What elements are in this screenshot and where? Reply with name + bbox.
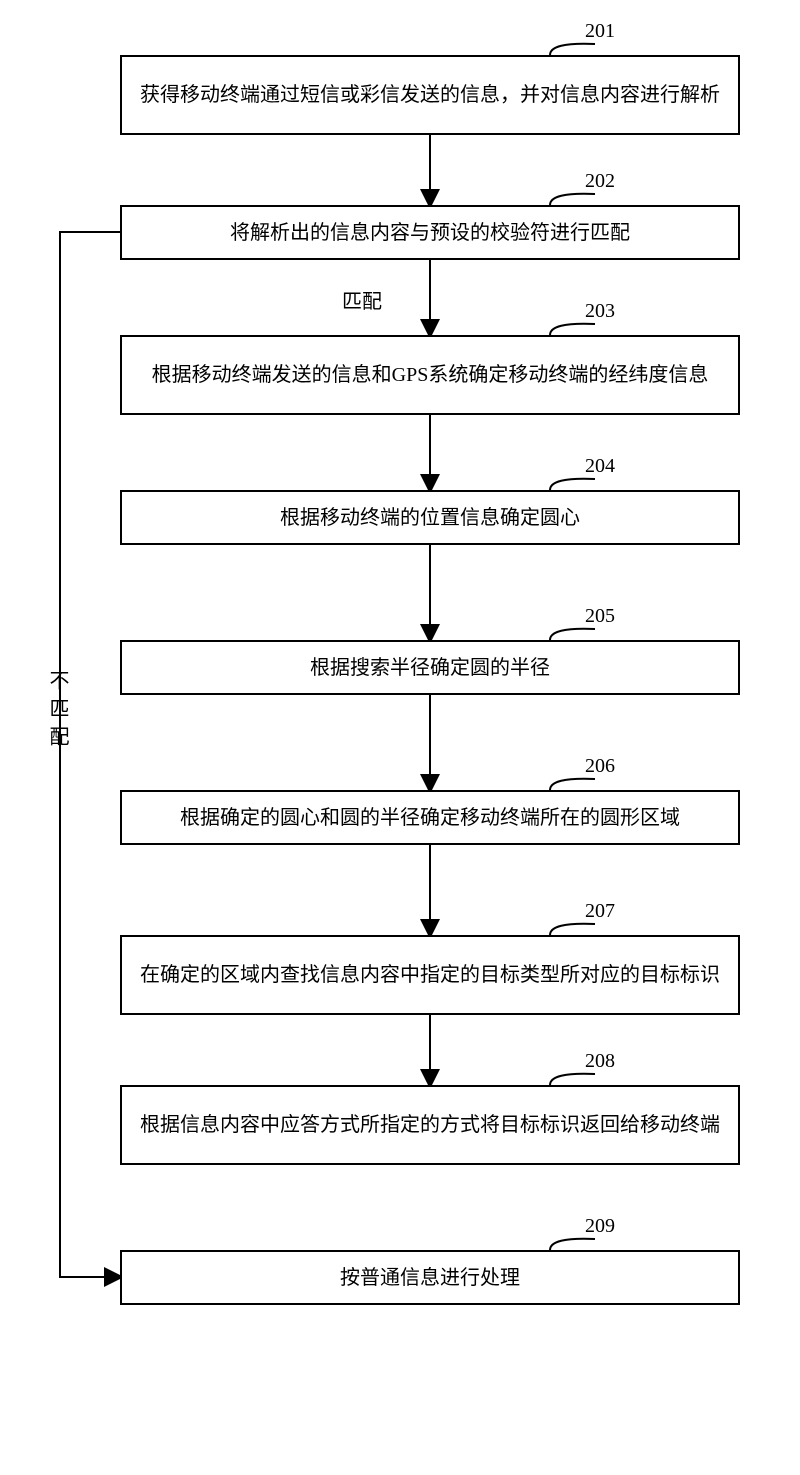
callout-label-203: 203	[585, 300, 615, 323]
flow-node-n205: 根据搜索半径确定圆的半径	[120, 640, 740, 695]
flow-node-n206: 根据确定的圆心和圆的半径确定移动终端所在的圆形区域	[120, 790, 740, 845]
callout-label-209: 209	[585, 1215, 615, 1238]
callout-label-205: 205	[585, 605, 615, 628]
callout-label-204: 204	[585, 455, 615, 478]
flow-node-n208: 根据信息内容中应答方式所指定的方式将目标标识返回给移动终端	[120, 1085, 740, 1165]
callout-label-207: 207	[585, 900, 615, 923]
callout-label-202: 202	[585, 170, 615, 193]
flow-node-n207: 在确定的区域内查找信息内容中指定的目标类型所对应的目标标识	[120, 935, 740, 1015]
flow-node-n203: 根据移动终端发送的信息和GPS系统确定移动终端的经纬度信息	[120, 335, 740, 415]
callout-label-201: 201	[585, 20, 615, 43]
edge-label-nomatch: 不匹配	[43, 670, 72, 754]
flowchart-container: 获得移动终端通过短信或彩信发送的信息，并对信息内容进行解析将解析出的信息内容与预…	[0, 0, 800, 1475]
flow-node-n201: 获得移动终端通过短信或彩信发送的信息，并对信息内容进行解析	[120, 55, 740, 135]
flow-node-n204: 根据移动终端的位置信息确定圆心	[120, 490, 740, 545]
flow-node-n209: 按普通信息进行处理	[120, 1250, 740, 1305]
callout-label-208: 208	[585, 1050, 615, 1073]
callout-label-206: 206	[585, 755, 615, 778]
flow-node-n202: 将解析出的信息内容与预设的校验符进行匹配	[120, 205, 740, 260]
edge-label-match: 匹配	[340, 285, 384, 314]
